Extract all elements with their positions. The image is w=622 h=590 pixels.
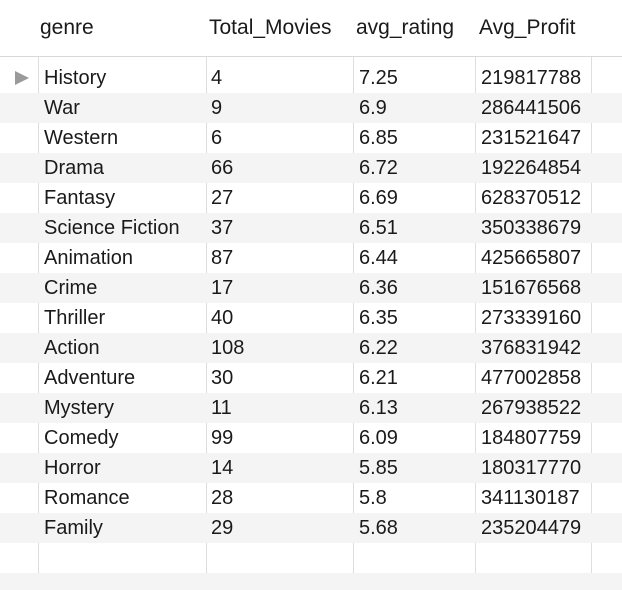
column-header-avg-rating[interactable]: avg_rating xyxy=(356,16,455,39)
cell-avg-profit[interactable]: 184807759 xyxy=(481,427,582,449)
cell-avg-profit[interactable]: 235204479 xyxy=(481,517,582,539)
cell-genre[interactable]: Thriller xyxy=(44,307,106,329)
cell-genre[interactable]: Romance xyxy=(44,487,130,509)
table-row[interactable]: Drama 66 6.72 192264854 xyxy=(0,153,622,183)
cell-total-movies[interactable]: 87 xyxy=(211,247,234,269)
cell-genre[interactable]: Drama xyxy=(44,157,105,179)
cell-total-movies[interactable]: 108 xyxy=(211,337,245,359)
cell-total-movies[interactable]: 37 xyxy=(211,217,234,239)
table-header: genre Total_Movies avg_rating Avg_Profit xyxy=(0,0,622,57)
cell-genre[interactable]: Animation xyxy=(44,247,133,269)
cell-avg-profit[interactable]: 425665807 xyxy=(481,247,582,269)
cell-genre[interactable]: Science Fiction xyxy=(44,217,180,239)
cell-avg-rating[interactable]: 5.68 xyxy=(359,517,398,539)
cell-avg-rating[interactable]: 6.51 xyxy=(359,217,398,239)
table-row[interactable]: Fantasy 27 6.69 628370512 xyxy=(0,183,622,213)
cell-genre[interactable]: Action xyxy=(44,337,100,359)
cell-total-movies[interactable]: 14 xyxy=(211,457,234,479)
table-row[interactable]: Action 108 6.22 376831942 xyxy=(0,333,622,363)
table-row[interactable]: Romance 28 5.8 341130187 xyxy=(0,483,622,513)
cell-avg-rating[interactable]: 7.25 xyxy=(359,67,398,89)
cell-avg-rating[interactable]: 6.22 xyxy=(359,337,398,359)
table-row[interactable]: Crime 17 6.36 151676568 xyxy=(0,273,622,303)
cell-avg-profit[interactable]: 477002858 xyxy=(481,367,582,389)
cell-genre[interactable]: Comedy xyxy=(44,427,119,449)
cell-genre[interactable]: Crime xyxy=(44,277,98,299)
cell-avg-profit[interactable]: 231521647 xyxy=(481,127,582,149)
cell-total-movies[interactable]: 4 xyxy=(211,67,223,89)
cell-avg-rating[interactable]: 6.44 xyxy=(359,247,398,269)
cell-genre[interactable]: War xyxy=(44,97,80,119)
table-row[interactable]: Thriller 40 6.35 273339160 xyxy=(0,303,622,333)
cell-total-movies[interactable]: 28 xyxy=(211,487,234,509)
cell-avg-rating[interactable]: 6.85 xyxy=(359,127,398,149)
table-row[interactable]: Adventure 30 6.21 477002858 xyxy=(0,363,622,393)
cell-genre[interactable]: Fantasy xyxy=(44,187,116,209)
cell-genre[interactable]: Mystery xyxy=(44,397,114,419)
cell-avg-profit[interactable]: 286441506 xyxy=(481,97,582,119)
table-row[interactable]: Science Fiction 37 6.51 350338679 xyxy=(0,213,622,243)
cell-total-movies[interactable]: 17 xyxy=(211,277,234,299)
table-row[interactable]: Family 29 5.68 235204479 xyxy=(0,513,622,543)
cell-total-movies[interactable]: 99 xyxy=(211,427,234,449)
cell-avg-profit[interactable]: 628370512 xyxy=(481,187,582,209)
cell-genre[interactable]: History xyxy=(44,67,107,89)
cell-total-movies[interactable]: 6 xyxy=(211,127,223,149)
cell-avg-profit[interactable]: 341130187 xyxy=(481,487,580,509)
table-row[interactable]: War 9 6.9 286441506 xyxy=(0,93,622,123)
cell-avg-rating[interactable]: 6.69 xyxy=(359,187,398,209)
column-header-avg-profit[interactable]: Avg_Profit xyxy=(479,16,576,39)
cell-avg-profit[interactable]: 376831942 xyxy=(481,337,582,359)
cell-total-movies[interactable]: 40 xyxy=(211,307,234,329)
table-row[interactable]: Animation 87 6.44 425665807 xyxy=(0,243,622,273)
cell-total-movies[interactable]: 27 xyxy=(211,187,234,209)
cell-total-movies[interactable]: 30 xyxy=(211,367,234,389)
empty-row xyxy=(0,573,622,590)
cell-avg-profit[interactable]: 151676568 xyxy=(481,277,582,299)
cell-avg-profit[interactable]: 180317770 xyxy=(481,457,582,479)
table-body: History 4 7.25 219817788 War 9 6.9 286441506 Wes… xyxy=(0,63,622,590)
cell-avg-profit[interactable]: 219817788 xyxy=(481,67,582,89)
table-row[interactable]: Comedy 99 6.09 184807759 xyxy=(0,423,622,453)
column-header-genre[interactable]: genre xyxy=(40,16,94,39)
cell-genre[interactable]: Family xyxy=(44,517,103,539)
cell-total-movies[interactable]: 11 xyxy=(211,397,232,419)
cell-avg-rating[interactable]: 6.21 xyxy=(359,367,398,389)
cell-avg-rating[interactable]: 6.09 xyxy=(359,427,398,449)
table-row[interactable]: Mystery 11 6.13 267938522 xyxy=(0,393,622,423)
cell-avg-rating[interactable]: 6.72 xyxy=(359,157,398,179)
table-row[interactable]: Western 6 6.85 231521647 xyxy=(0,123,622,153)
cell-avg-rating[interactable]: 6.35 xyxy=(359,307,398,329)
cell-avg-rating[interactable]: 6.13 xyxy=(359,397,398,419)
cell-avg-profit[interactable]: 192264854 xyxy=(481,157,582,179)
cell-total-movies[interactable]: 9 xyxy=(211,97,223,119)
current-row-marker-icon xyxy=(15,71,29,85)
empty-row xyxy=(0,543,622,573)
cell-avg-rating[interactable]: 6.36 xyxy=(359,277,398,299)
cell-avg-profit[interactable]: 350338679 xyxy=(481,217,582,239)
cell-genre[interactable]: Horror xyxy=(44,457,101,479)
column-header-total-movies[interactable]: Total_Movies xyxy=(209,16,332,39)
cell-avg-rating[interactable]: 5.8 xyxy=(359,487,387,509)
cell-avg-profit[interactable]: 267938522 xyxy=(481,397,582,419)
cell-total-movies[interactable]: 66 xyxy=(211,157,234,179)
cell-avg-profit[interactable]: 273339160 xyxy=(481,307,582,329)
cell-avg-rating[interactable]: 6.9 xyxy=(359,97,387,119)
cell-genre[interactable]: Adventure xyxy=(44,367,136,389)
cell-genre[interactable]: Western xyxy=(44,127,119,149)
cell-avg-rating[interactable]: 5.85 xyxy=(359,457,398,479)
table-row[interactable]: History 4 7.25 219817788 xyxy=(0,63,622,93)
cell-total-movies[interactable]: 29 xyxy=(211,517,234,539)
table-row[interactable]: Horror 14 5.85 180317770 xyxy=(0,453,622,483)
